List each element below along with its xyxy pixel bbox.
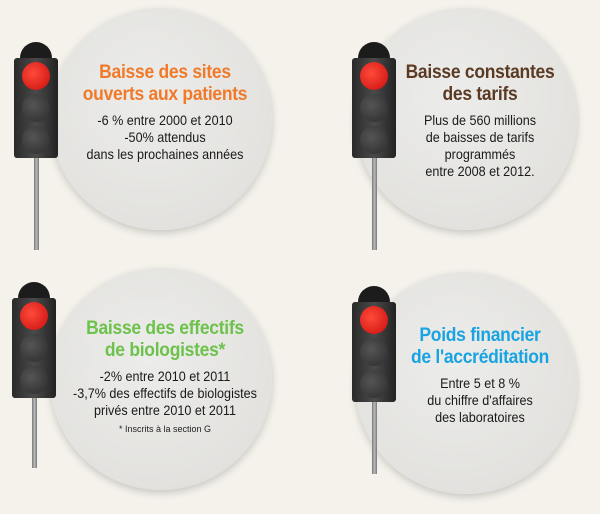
panel-title: Baisse des sites bbox=[99, 62, 231, 83]
traffic-light-icon bbox=[14, 42, 58, 250]
panel-circle-biologistes bbox=[50, 268, 272, 490]
footnote: * Inscrits à la section G bbox=[118, 424, 212, 434]
panel-tarifs: Baisse constantes des tarifs Plus de 560 … bbox=[380, 62, 580, 180]
panel-line: dans les prochaines années bbox=[86, 146, 244, 162]
panel-title: Baisse constantes bbox=[405, 62, 555, 83]
panel-title: ouverts aux patients bbox=[82, 84, 248, 105]
traffic-light-icon bbox=[352, 286, 396, 474]
panel-title: Poids financier bbox=[419, 325, 541, 346]
panel-line: du chiffre d'affaires bbox=[427, 392, 533, 408]
panel-line: -3,7% des effectifs de biologistes bbox=[73, 385, 257, 401]
panel-circle-sites bbox=[50, 8, 272, 230]
panel-title: des tarifs bbox=[442, 84, 518, 105]
panel-title: de l'accréditation bbox=[410, 347, 550, 368]
traffic-light-icon bbox=[12, 282, 56, 468]
panel-title: Baisse des effectifs bbox=[86, 318, 244, 339]
panel-sites: Baisse des sites ouverts aux patients -6 … bbox=[60, 62, 270, 163]
panel-line: -2% entre 2010 et 2011 bbox=[99, 368, 231, 384]
panel-title: de biologistes* bbox=[104, 340, 226, 361]
panel-line: programmés bbox=[444, 146, 516, 162]
panel-line: des laboratoires bbox=[435, 409, 525, 425]
panel-line: privés entre 2010 et 2011 bbox=[94, 402, 236, 418]
panel-biologistes: Baisse des effectifs de biologistes* -2% … bbox=[55, 318, 275, 434]
panel-line: Plus de 560 millions bbox=[423, 112, 537, 128]
panel-line: -50% attendus bbox=[124, 129, 206, 145]
panel-line: Entre 5 et 8 % bbox=[440, 375, 520, 391]
panel-line: de baisses de tarifs bbox=[425, 129, 535, 145]
panel-accreditation: Poids financier de l'accréditation Entre … bbox=[380, 325, 580, 426]
panel-line: -6 % entre 2000 et 2010 bbox=[97, 112, 233, 128]
traffic-light-icon bbox=[352, 42, 396, 250]
panel-line: entre 2008 et 2012. bbox=[425, 163, 535, 179]
